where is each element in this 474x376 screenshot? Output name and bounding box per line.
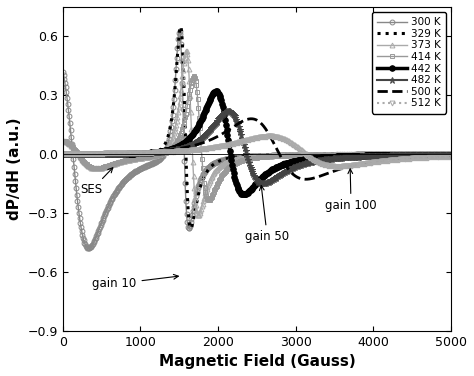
Text: SES: SES xyxy=(81,168,113,196)
X-axis label: Magnetic Field (Gauss): Magnetic Field (Gauss) xyxy=(158,354,356,369)
Text: gain 50: gain 50 xyxy=(245,185,289,243)
Text: gain 10: gain 10 xyxy=(92,274,178,291)
Legend: 300 K, 329 K, 373 K, 414 K, 442 K, 482 K, 500 K, 512 K: 300 K, 329 K, 373 K, 414 K, 442 K, 482 K… xyxy=(372,12,446,114)
Y-axis label: dP/dH (a.u.): dP/dH (a.u.) xyxy=(7,118,22,220)
Text: gain 100: gain 100 xyxy=(325,169,377,212)
